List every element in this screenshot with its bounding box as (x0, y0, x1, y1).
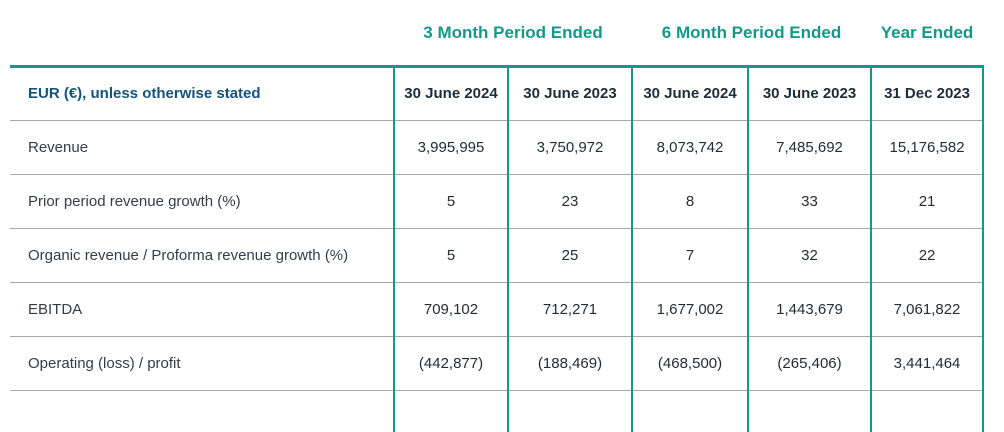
cell-value: 709,102 (393, 281, 508, 336)
row-label: Operating (loss) / profit (10, 335, 394, 390)
group-header-3-month: 3 Month Period Ended (423, 23, 603, 43)
column-header-30-june-2023-3m: 30 June 2023 (506, 64, 633, 120)
cell-value: 21 (870, 173, 985, 228)
unit-label-header: EUR (€), unless otherwise stated (10, 64, 394, 120)
cell-value (631, 389, 749, 432)
cell-value: (188,469) (506, 335, 633, 390)
cell-value (870, 389, 985, 432)
cell-value: 1,443,679 (747, 281, 872, 336)
cell-value: 3,750,972 (506, 119, 633, 174)
column-header-row: EUR (€), unless otherwise stated 30 June… (10, 64, 985, 120)
cell-value (747, 389, 872, 432)
cell-value: (468,500) (631, 335, 749, 390)
cell-value: 8,073,742 (631, 119, 749, 174)
cell-value: 23 (506, 173, 633, 228)
row-label: Prior period revenue growth (%) (10, 173, 394, 228)
column-header-30-june-2024-6m: 30 June 2024 (631, 64, 749, 120)
table-row-revenue: Revenue 3,995,995 3,750,972 8,073,742 7,… (10, 119, 985, 174)
cell-value: (442,877) (393, 335, 508, 390)
table-row-clipped (10, 389, 985, 432)
row-label: Revenue (10, 119, 394, 174)
cell-value: 1,677,002 (631, 281, 749, 336)
cell-value: 32 (747, 227, 872, 282)
group-header-6-month: 6 Month Period Ended (661, 23, 842, 43)
cell-value: 3,441,464 (870, 335, 985, 390)
table-row-ebitda: EBITDA 709,102 712,271 1,677,002 1,443,6… (10, 281, 985, 336)
cell-value: 7 (631, 227, 749, 282)
cell-value (506, 389, 633, 432)
row-label: Organic revenue / Proforma revenue growt… (10, 227, 394, 282)
row-label (10, 389, 394, 432)
cell-value: 5 (393, 173, 508, 228)
cell-value: 8 (631, 173, 749, 228)
table-row-prior-period-growth: Prior period revenue growth (%) 5 23 8 3… (10, 173, 985, 228)
period-group-header-row: 3 Month Period Ended 6 Month Period Ende… (10, 0, 983, 66)
cell-value: 7,061,822 (870, 281, 985, 336)
column-header-30-june-2024-3m: 30 June 2024 (393, 64, 508, 120)
column-header-31-dec-2023: 31 Dec 2023 (870, 64, 985, 120)
cell-value: 712,271 (506, 281, 633, 336)
cell-value: 25 (506, 227, 633, 282)
row-label: EBITDA (10, 281, 394, 336)
table-row-organic-growth: Organic revenue / Proforma revenue growt… (10, 227, 985, 282)
corner-spacer (10, 0, 394, 66)
cell-value: 15,176,582 (870, 119, 985, 174)
column-header-30-june-2023-6m: 30 June 2023 (747, 64, 872, 120)
cell-value: 5 (393, 227, 508, 282)
cell-value: 3,995,995 (393, 119, 508, 174)
cell-value: 7,485,692 (747, 119, 872, 174)
group-header-year: Year Ended (880, 23, 974, 43)
table-row-operating-loss-profit: Operating (loss) / profit (442,877) (188… (10, 335, 985, 390)
cell-value: (265,406) (747, 335, 872, 390)
cell-value: 22 (870, 227, 985, 282)
cell-value (393, 389, 508, 432)
cell-value: 33 (747, 173, 872, 228)
financial-results-table: 3 Month Period Ended 6 Month Period Ende… (10, 0, 985, 432)
